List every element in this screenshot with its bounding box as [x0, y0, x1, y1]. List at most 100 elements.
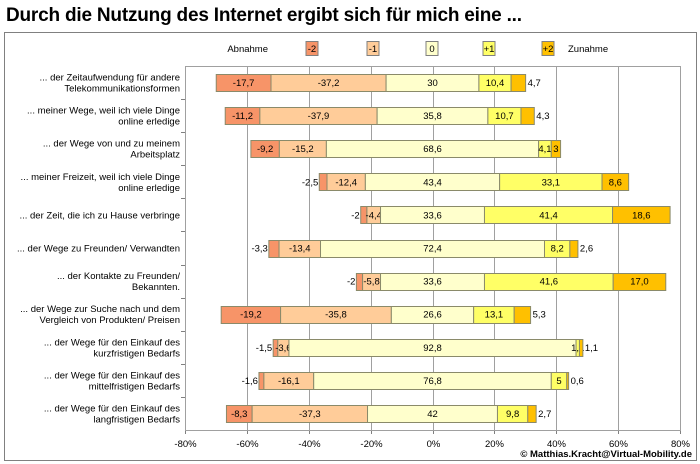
- data-label: 9,8: [506, 409, 519, 420]
- bar-segment: [355, 273, 364, 291]
- category-label-line: ... der Zeitaufwendung für andere: [40, 73, 180, 84]
- x-tick-label: -60%: [236, 439, 259, 450]
- data-label: 3: [553, 144, 558, 155]
- data-label: 13,1: [485, 310, 504, 321]
- x-tick-label: 80%: [671, 439, 691, 450]
- category-label-line: Telekommunikationsformen: [64, 84, 180, 95]
- bar-segment: [520, 107, 535, 125]
- legend-entry: -1: [369, 44, 377, 55]
- category-label-line: ... der Wege zu Freunden/ Verwandten: [17, 244, 180, 255]
- bar-segment: [578, 339, 584, 357]
- category-label-line: Bekannten.: [132, 282, 180, 293]
- data-label: 4,7: [528, 78, 541, 89]
- data-label: -37,2: [318, 78, 340, 89]
- category-label: ... der Wege zur Suche nach und dem Vergl…: [20, 304, 180, 326]
- data-label: 10,7: [495, 111, 514, 122]
- data-label: -16,1: [278, 376, 300, 387]
- category-label: ... der Wege für den Einkauf des mittelfr…: [44, 370, 180, 392]
- data-label: -1,5: [256, 343, 272, 354]
- x-tick-label: -40%: [298, 439, 321, 450]
- data-label: 41,4: [539, 210, 558, 221]
- data-label: 92,8: [423, 343, 442, 354]
- data-label: -8,3: [231, 409, 247, 420]
- legend-entry: 0: [429, 44, 434, 55]
- bar-segment: [569, 240, 579, 258]
- legend-right-label: Zunahme: [568, 44, 608, 55]
- legend-entry: +2: [543, 44, 554, 55]
- plot-area: [185, 66, 681, 431]
- data-label: 42: [427, 409, 438, 420]
- data-label: 33,1: [542, 177, 561, 188]
- legend-entry: +1: [484, 44, 495, 55]
- data-label: -12,4: [335, 177, 357, 188]
- category-label: ... der Kontakte zu Freunden/Bekannten.: [57, 271, 180, 293]
- data-label: -37,9: [308, 111, 330, 122]
- data-label: 33,6: [423, 210, 442, 221]
- bar-segment: [612, 206, 671, 224]
- category-label-line: Vergleich von Produkten/ Preisen: [40, 315, 180, 326]
- category-label-line: ... meiner Wege, weil ich viele Dinge: [27, 106, 180, 117]
- data-label: 0,6: [571, 376, 584, 387]
- category-label-line: ... der Zeit, die ich zu Hause verbringe: [19, 210, 180, 221]
- category-label-line: online erledige: [118, 183, 180, 194]
- category-label: ... meiner Wege, weil ich viele Dinge onl…: [27, 106, 180, 128]
- data-label: 2,6: [580, 244, 593, 255]
- category-label-line: ... der Kontakte zu Freunden/: [57, 271, 180, 282]
- data-label: 5: [556, 376, 561, 387]
- category-label-line: online erledige: [118, 117, 180, 128]
- category-label-line: mittelfristigen Bedarfs: [89, 381, 181, 392]
- bar-segment: [510, 74, 527, 92]
- data-label: -1,6: [242, 376, 258, 387]
- legend-entry: -2: [308, 44, 316, 55]
- data-label: -19,2: [240, 310, 262, 321]
- data-label: -3,3: [251, 244, 267, 255]
- data-label: 68,6: [423, 144, 442, 155]
- data-label: 8,6: [609, 177, 622, 188]
- category-label-line: ... der Wege von und zu meinem: [43, 139, 180, 150]
- data-label: 30: [427, 78, 438, 89]
- data-label: -9,2: [257, 144, 273, 155]
- data-label: 35,8: [423, 111, 442, 122]
- data-label: 33,6: [423, 277, 442, 288]
- category-label: ... meiner Freizeit, weil ich viele Ding…: [21, 172, 180, 194]
- x-tick-label: 0%: [427, 439, 441, 450]
- chart-frame: [4, 32, 697, 461]
- data-label: 26,6: [423, 310, 442, 321]
- bar-segment: [550, 140, 562, 158]
- data-label: -2: [351, 210, 359, 221]
- data-label: -2: [347, 277, 355, 288]
- data-label: 43,4: [423, 177, 442, 188]
- legend-swatch: [305, 41, 319, 56]
- bar-segment: [318, 173, 328, 191]
- category-label: ... der Wege zu Freunden/ Verwandten: [17, 244, 180, 255]
- category-label-line: Arbeitsplatz: [130, 150, 180, 161]
- legend-swatch: [482, 41, 496, 56]
- data-label: 18,6: [632, 210, 651, 221]
- data-label: -2,5: [302, 177, 318, 188]
- data-label: 1,1: [585, 343, 598, 354]
- data-label: 41,6: [540, 277, 559, 288]
- bar-segment: [566, 372, 570, 390]
- data-label: 2,7: [538, 409, 551, 420]
- legend-swatch: [425, 41, 439, 56]
- category-label-line: ... der Wege für den Einkauf des: [44, 370, 180, 381]
- data-label: 17,0: [630, 277, 649, 288]
- data-label: 76,8: [423, 376, 442, 387]
- x-tick-label: -20%: [360, 439, 383, 450]
- category-label-line: kurzfristigen Bedarfs: [93, 348, 180, 359]
- data-label: 4,3: [536, 111, 549, 122]
- legend-swatch: [541, 41, 555, 56]
- x-tick-label: -80%: [174, 439, 197, 450]
- category-label-line: ... der Wege für den Einkauf des: [44, 337, 180, 348]
- category-label: ... der Wege für den Einkauf des kurzfris…: [44, 337, 180, 359]
- x-tick-label: 20%: [485, 439, 505, 450]
- data-label: 72,4: [423, 244, 442, 255]
- copyright-text: © Matthias.Kracht@Virtual-Mobility.de: [518, 449, 694, 460]
- category-label: ... der Zeitaufwendung für andere Telekom…: [40, 73, 180, 95]
- data-label: -37,3: [299, 409, 321, 420]
- category-label-line: ... der Wege für den Einkauf des: [44, 403, 180, 414]
- bar-segment: [268, 240, 280, 258]
- data-label: -5,8: [363, 277, 379, 288]
- legend-swatch: [366, 41, 380, 56]
- chart-title: Durch die Nutzung des Internet ergibt si…: [6, 5, 522, 26]
